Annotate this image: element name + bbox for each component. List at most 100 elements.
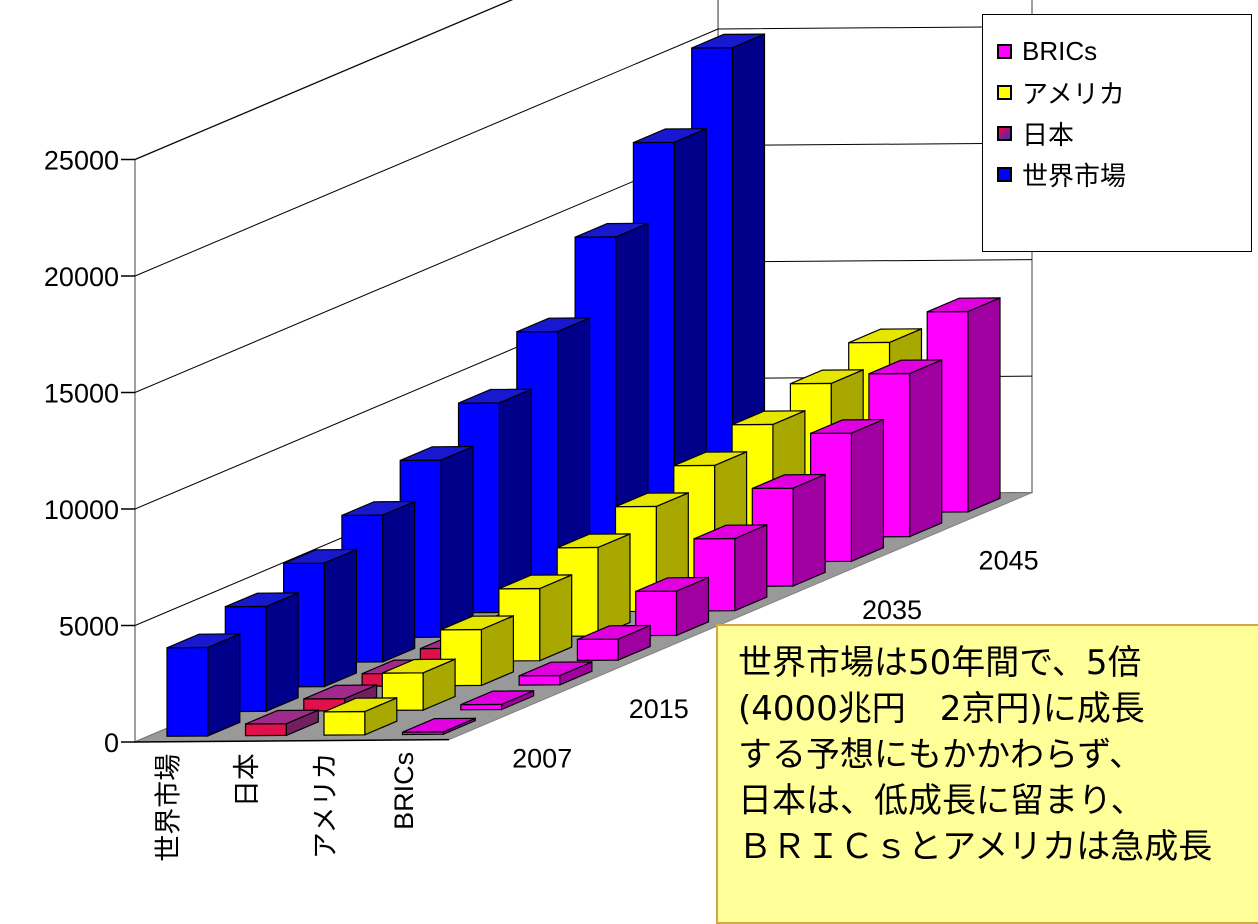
legend-label: BRICs <box>1022 36 1098 66</box>
bar-top <box>693 524 768 540</box>
bar-side <box>265 591 299 713</box>
bar-top <box>615 492 689 508</box>
y-tick-label: 10000 <box>44 495 119 525</box>
bar-front <box>576 638 619 662</box>
bar <box>401 717 476 736</box>
bar-top <box>516 317 590 333</box>
y-tick-label: 20000 <box>44 262 119 292</box>
y-tick-label: 5000 <box>59 612 119 642</box>
bar <box>323 696 398 736</box>
bar-top <box>341 500 415 517</box>
bar-top <box>574 222 649 238</box>
bar-front <box>323 710 366 736</box>
bar-side <box>792 473 826 587</box>
bar-side <box>440 445 474 639</box>
bar-top <box>868 359 942 375</box>
bar <box>576 624 651 662</box>
bar-side <box>850 418 885 563</box>
y-axis-ticks: 0 5000 10000 15000 20000 25000 <box>44 146 135 758</box>
bar-top <box>673 451 747 467</box>
legend-item-america: アメリカ <box>997 72 1251 113</box>
depth-tick-label: 2045 <box>979 546 1039 576</box>
legend-swatch <box>997 167 1012 182</box>
bar <box>460 689 535 711</box>
bar-side <box>382 500 416 663</box>
bar <box>440 614 515 687</box>
bar-top <box>926 297 1001 313</box>
y-tick-label: 0 <box>104 728 119 758</box>
annotation-line: 日本は、低成長に留まり、 <box>738 781 1145 821</box>
legend-label: アメリカ <box>1022 79 1125 109</box>
x-axis-ticks: 世界市場 日本 アメリカ BRICs <box>134 738 450 862</box>
bar-top <box>402 717 476 733</box>
bar <box>751 473 826 587</box>
bar-top <box>752 473 826 489</box>
bar-front <box>518 674 561 686</box>
bar-side <box>909 358 943 538</box>
bar-front <box>166 646 209 737</box>
annotation-line: 世界市場は50年間で、5倍 <box>738 643 1142 683</box>
x-axis-line <box>134 738 450 743</box>
bar <box>926 296 1001 513</box>
gridline <box>134 26 1033 277</box>
bar-top <box>382 658 456 674</box>
legend-label: 世界市場 <box>1022 161 1127 191</box>
bar-top <box>458 388 532 404</box>
bar <box>166 632 241 737</box>
bar-top <box>518 661 593 677</box>
legend-label: 日本 <box>1022 120 1075 150</box>
bar-top <box>731 410 806 426</box>
annotation-line: ＢＲＩＣｓとアメリカは急成長 <box>738 827 1213 867</box>
bar-top <box>790 369 864 385</box>
bar-top <box>810 419 884 434</box>
bar-top <box>399 445 474 461</box>
bar-side <box>323 548 357 688</box>
bar-side <box>597 532 631 637</box>
bar <box>635 576 710 637</box>
depth-tick-label: 2007 <box>512 743 572 773</box>
depth-tick-label: 2035 <box>862 595 922 625</box>
bar-top <box>303 684 377 700</box>
bar-top <box>691 33 765 49</box>
depth-tick-label: 2015 <box>629 694 689 724</box>
gridline <box>134 0 513 160</box>
x-tick-label: アメリカ <box>310 753 340 860</box>
bar-top <box>245 709 319 725</box>
x-tick-label: BRICs <box>389 752 419 830</box>
bar-top <box>225 592 299 608</box>
bar-top <box>848 328 922 344</box>
legend: BRICs アメリカ 日本 世界市場 <box>982 14 1252 252</box>
bar-front <box>244 723 287 737</box>
bar-chart-3d: 0 5000 10000 15000 20000 25000 世界市場 日本 アメリカ BRIC… <box>44 0 1039 862</box>
bar-side <box>734 523 768 612</box>
bar-side <box>967 296 1001 513</box>
bar-top <box>577 624 651 641</box>
bar-side <box>539 573 573 662</box>
bar-top <box>498 574 572 590</box>
annotation-box: 世界市場は50年間で、5倍 (4000兆円 2京円)に成長 する予想にもかかわら… <box>716 624 1258 924</box>
x-tick-label: 日本 <box>232 753 262 807</box>
bar-top <box>633 128 707 144</box>
x-tick-label: 世界市場 <box>153 754 183 862</box>
legend-swatch <box>997 126 1012 141</box>
y-tick-label: 15000 <box>44 379 119 409</box>
bar <box>498 573 573 662</box>
legend-swatch <box>997 44 1012 59</box>
bars <box>166 33 1001 737</box>
bar-top <box>460 690 534 706</box>
annotation-line: (4000兆円 2京円)に成長 <box>738 689 1145 729</box>
legend-item-world: 世界市場 <box>997 154 1251 195</box>
legend-item-brics: BRICs <box>997 31 1251 72</box>
bar <box>518 660 593 686</box>
bar-top <box>323 697 398 713</box>
y-tick-label: 25000 <box>44 146 119 176</box>
legend-swatch <box>997 85 1012 100</box>
bar-top <box>635 576 709 593</box>
bar-top <box>283 548 357 565</box>
legend-item-japan: 日本 <box>997 113 1251 154</box>
bar-top <box>166 633 241 649</box>
bar-side <box>207 632 241 737</box>
bar <box>244 709 319 737</box>
annotation-line: する予想にもかかわらず、 <box>738 735 1143 775</box>
bar-top <box>440 615 514 631</box>
